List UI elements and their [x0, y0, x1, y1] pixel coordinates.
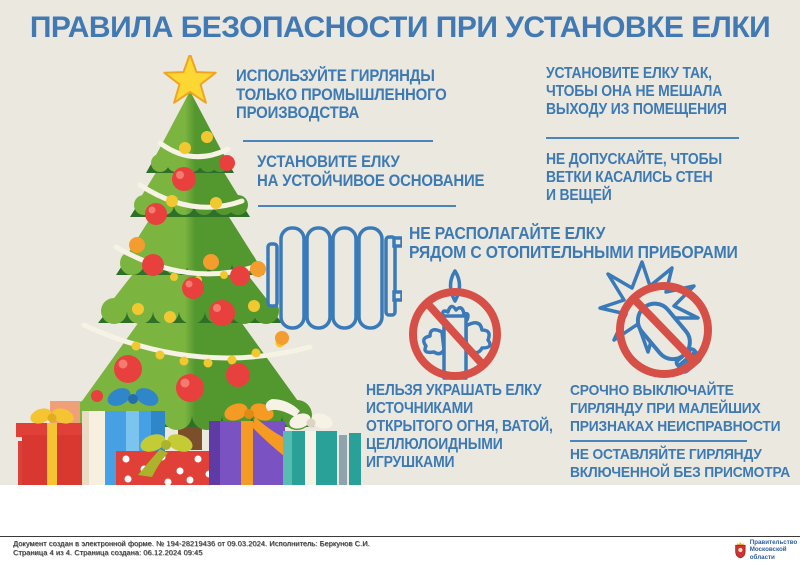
tip-exit-clear: УСТАНОВИТЕ ЕЛКУ ТАК, ЧТОБЫ ОНА НЕ МЕШАЛА… — [546, 65, 727, 119]
no-faulty-garland-icon — [598, 260, 712, 378]
tip-line: ИГРУШКАМИ — [366, 454, 455, 471]
radiator-icon — [266, 226, 402, 330]
tip-line: ОТКРЫТОГО ОГНЯ, ВАТОЙ, — [366, 418, 553, 435]
tip-switch-off-faulty: СРОЧНО ВЫКЛЮЧАЙТЕ ГИРЛЯНДУ ПРИ МАЛЕЙШИХ … — [570, 382, 781, 436]
divider-line — [546, 137, 739, 139]
tip-line: СРОЧНО ВЫКЛЮЧАЙТЕ — [570, 382, 734, 399]
tip-line: НА УСТОЙЧИВОЕ ОСНОВАНИЕ — [257, 170, 485, 190]
gift-boxes — [16, 388, 361, 485]
tip-line: ЦЕЛЛЮЛОИДНЫМИ — [366, 436, 503, 453]
tip-line: НЕ РАСПОЛАГАЙТЕ ЕЛКУ — [409, 223, 606, 243]
tip-branches-walls: НЕ ДОПУСКАЙТЕ, ЧТОБЫ ВЕТКИ КАСАЛИСЬ СТЕН… — [546, 151, 722, 205]
tip-line: ПРОИЗВОДСТВА — [236, 103, 360, 122]
page-title: ПРАВИЛА БЕЗОПАСНОСТИ ПРИ УСТАНОВКЕ ЕЛКИ — [29, 11, 771, 44]
tip-line: НЕЛЬЗЯ УКРАШАТЬ ЕЛКУ — [366, 382, 542, 399]
government-name-line-1: Правительство — [749, 539, 798, 546]
tip-line: РЯДОМ С ОТОПИТЕЛЬНЫМИ ПРИБОРАМИ — [409, 242, 738, 262]
government-name-line-2: Московской области — [749, 546, 787, 561]
christmas-tree-illustration — [16, 55, 361, 485]
tip-line: ВКЛЮЧЕННОЙ БЕЗ ПРИСМОТРА — [570, 464, 791, 481]
moscow-oblast-emblem-icon — [735, 542, 746, 559]
tip-line: ТОЛЬКО ПРОМЫШЛЕННОГО — [236, 84, 447, 104]
tip-line: НЕ ОСТАВЛЯЙТЕ ГИРЛЯНДУ — [570, 446, 762, 463]
poster-background: ПРАВИЛА БЕЗОПАСНОСТИ ПРИ УСТАНОВКЕ ЕЛКИ — [0, 0, 800, 485]
tip-no-unattended: НЕ ОСТАВЛЯЙТЕ ГИРЛЯНДУ ВКЛЮЧЕННОЙ БЕЗ ПР… — [570, 446, 790, 482]
tip-garland-industrial: ИСПОЛЬЗУЙТЕ ГИРЛЯНДЫ ТОЛЬКО ПРОМЫШЛЕННОГ… — [236, 66, 447, 123]
tip-line: ВЫХОДУ ИЗ ПОМЕЩЕНИЯ — [546, 101, 727, 118]
government-logo: Правительство Московской области — [734, 539, 800, 561]
star-icon — [163, 55, 217, 104]
tip-line: ВЕТКИ КАСАЛИСЬ СТЕН — [546, 169, 713, 186]
tip-line: ГИРЛЯНДУ ПРИ МАЛЕЙШИХ — [570, 400, 761, 417]
footer-divider — [0, 536, 800, 537]
divider-line — [570, 440, 747, 442]
tip-line: ИСТОЧНИКАМИ — [366, 400, 473, 417]
tip-line: ИСПОЛЬЗУЙТЕ ГИРЛЯНДЫ — [236, 66, 435, 85]
tip-line: ПРИЗНАКАХ НЕИСПРАВНОСТИ — [570, 418, 781, 435]
stamp-line-1: Документ создан в электронной форме. № 1… — [13, 539, 370, 548]
document-stamp: Документ создан в электронной форме. № 1… — [13, 539, 533, 558]
tip-line: УСТАНОВИТЕ ЕЛКУ ТАК, — [546, 65, 712, 82]
stamp-line-2: Страница 4 из 4. Страница создана: 06.12… — [13, 547, 203, 557]
no-open-flame-icon — [409, 269, 501, 380]
tree-ornaments — [91, 131, 289, 402]
tip-heaters: НЕ РАСПОЛАГАЙТЕ ЕЛКУ РЯДОМ С ОТОПИТЕЛЬНЫ… — [409, 224, 738, 262]
divider-line — [243, 140, 433, 142]
garland — [81, 140, 313, 361]
tip-line: УСТАНОВИТЕ ЕЛКУ — [257, 152, 400, 171]
tip-line: НЕ ДОПУСКАЙТЕ, ЧТОБЫ — [546, 151, 722, 168]
tip-line: И ВЕЩЕЙ — [546, 187, 612, 204]
divider-line — [258, 205, 456, 207]
tip-no-open-fire: НЕЛЬЗЯ УКРАШАТЬ ЕЛКУ ИСТОЧНИКАМИ ОТКРЫТО… — [366, 382, 553, 472]
tip-stable-base: УСТАНОВИТЕ ЕЛКУ НА УСТОЙЧИВОЕ ОСНОВАНИЕ — [257, 152, 485, 190]
tip-line: ЧТОБЫ ОНА НЕ МЕШАЛА — [546, 83, 723, 100]
